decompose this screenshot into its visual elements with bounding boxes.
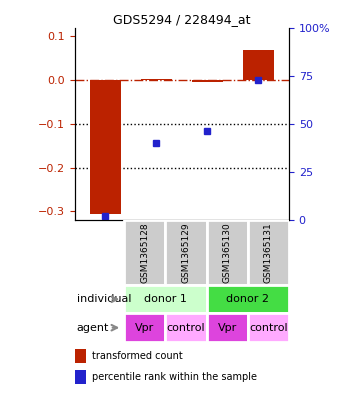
Bar: [141, 79, 172, 80]
Bar: [166, 314, 207, 342]
Text: individual: individual: [77, 294, 131, 304]
Bar: [207, 314, 248, 342]
Bar: [75, 349, 85, 363]
Text: GSM1365129: GSM1365129: [182, 222, 190, 283]
Text: Vpr: Vpr: [218, 323, 237, 333]
Bar: [248, 220, 289, 285]
Text: GSM1365128: GSM1365128: [140, 222, 149, 283]
Text: control: control: [167, 323, 205, 333]
Bar: [166, 220, 207, 285]
Bar: [124, 220, 166, 285]
Bar: [124, 314, 166, 342]
Text: GSM1365130: GSM1365130: [223, 222, 232, 283]
Bar: [243, 50, 274, 80]
Text: agent: agent: [77, 323, 109, 333]
Bar: [192, 80, 223, 82]
Bar: [207, 220, 248, 285]
Bar: [90, 80, 121, 213]
Bar: [207, 285, 289, 314]
Text: donor 1: donor 1: [144, 294, 187, 304]
Bar: [75, 370, 85, 384]
Bar: [124, 285, 207, 314]
Text: control: control: [249, 323, 288, 333]
Text: donor 2: donor 2: [226, 294, 269, 304]
Text: transformed count: transformed count: [92, 351, 183, 361]
Text: Vpr: Vpr: [135, 323, 154, 333]
Text: percentile rank within the sample: percentile rank within the sample: [92, 372, 257, 382]
Text: GSM1365131: GSM1365131: [264, 222, 273, 283]
Bar: [248, 314, 289, 342]
Title: GDS5294 / 228494_at: GDS5294 / 228494_at: [113, 13, 251, 26]
